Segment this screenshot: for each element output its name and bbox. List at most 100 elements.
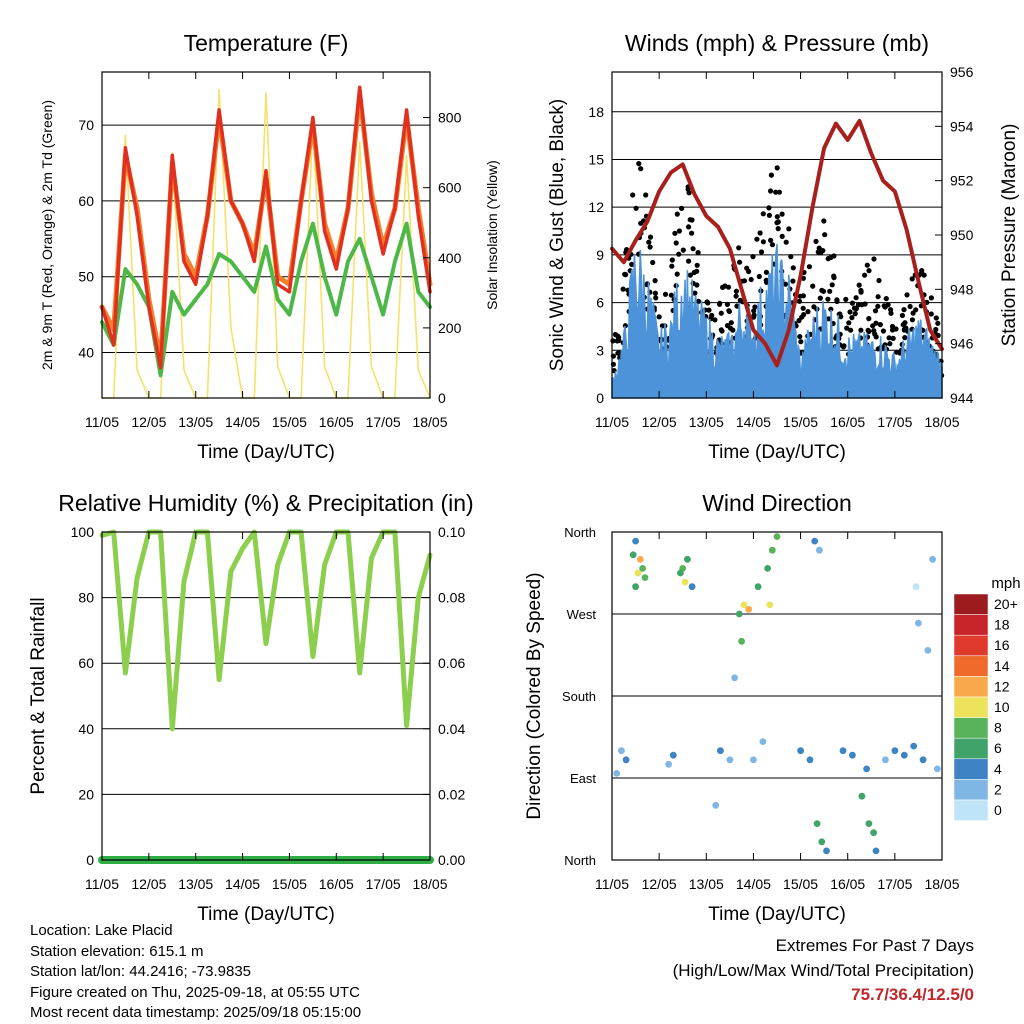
gust-point: [768, 172, 775, 178]
x-tick-label: 15/05: [272, 414, 307, 430]
y-tick-label: 60: [78, 193, 94, 209]
direction-point: [750, 756, 757, 764]
direction-point: [919, 756, 927, 764]
x-tick-label: 18/05: [412, 414, 447, 430]
x-tick-label: 15/05: [783, 876, 818, 892]
gust-point: [933, 315, 939, 321]
gust-point: [712, 317, 718, 323]
gust-point: [736, 245, 742, 251]
gust-point: [783, 239, 789, 245]
direction-point: [712, 801, 720, 809]
gust-point: [724, 301, 731, 307]
gust-point: [834, 297, 840, 303]
gust-point: [768, 188, 774, 194]
legend-label: 10: [994, 699, 1010, 715]
y-right-tick-label: 944: [950, 390, 974, 406]
direction-point: [766, 601, 774, 609]
direction-point: [622, 756, 630, 764]
gust-point: [877, 322, 883, 328]
gust-point: [610, 338, 616, 344]
x-tick-label: 14/05: [225, 876, 260, 892]
created-text: Figure created on Thu, 2025-09-18, at 05…: [30, 983, 360, 1001]
temperature-chart: 40 50 60 70 0 200 400 600 800 Temperature (F) Time…: [39, 30, 500, 463]
gust-point: [768, 237, 774, 243]
legend-swatch: [953, 614, 989, 636]
gust-point: [616, 334, 622, 340]
direction-point: [900, 751, 908, 759]
extremes-box: Extremes For Past 7 Days (High/Low/Max W…: [673, 934, 974, 1008]
gust-point: [662, 291, 669, 297]
direction-point: [754, 583, 762, 591]
gust-point: [875, 303, 881, 309]
direction-point: [849, 751, 856, 759]
gust-point: [849, 315, 855, 321]
gust-point: [901, 307, 907, 313]
gust-point: [690, 246, 696, 252]
winds-pressure-chart: 0 3 6 9 12 15 18 944 946 948 950 952 954 956 Winds (mp…: [547, 30, 1020, 463]
temp-2m-line: [100, 85, 432, 370]
direction-point: [806, 756, 814, 764]
gust-point: [774, 220, 780, 226]
direction-point: [863, 765, 870, 773]
x-tick-label: 15/05: [783, 414, 818, 430]
x-tick-label: 14/05: [225, 414, 260, 430]
y-tick-label: South: [562, 689, 596, 704]
gust-point: [846, 320, 852, 326]
gust-point: [752, 304, 758, 310]
legend-label: 6: [994, 740, 1002, 756]
legend-swatch: [953, 696, 989, 718]
gust-point: [887, 341, 893, 347]
direction-point: [740, 601, 748, 609]
gust-point: [871, 256, 877, 262]
x-tick-label: 11/05: [85, 414, 119, 430]
direction-point: [839, 747, 847, 755]
gust-point: [859, 302, 865, 308]
direction-point: [632, 537, 639, 545]
gust-point: [888, 310, 894, 316]
direction-point: [688, 583, 696, 591]
gust-point: [750, 254, 756, 260]
gust-point: [669, 257, 675, 263]
y-axis-label: Percent & Total Rainfall: [28, 597, 49, 794]
direction-point: [731, 674, 738, 682]
gust-point: [852, 311, 858, 317]
gust-point: [913, 307, 919, 313]
gust-point: [760, 239, 767, 245]
direction-point: [768, 546, 776, 554]
gust-point: [672, 230, 678, 236]
gust-point: [652, 290, 659, 296]
legend-label: 16: [994, 637, 1010, 653]
x-tick-label: 11/05: [595, 876, 629, 892]
y-right-tick-label: 200: [438, 320, 462, 336]
legend-swatch: [953, 655, 989, 677]
gust-point: [680, 247, 686, 253]
gust-point: [696, 298, 702, 304]
gust-point: [815, 249, 821, 255]
direction-point: [797, 747, 804, 755]
x-tick-label: 16/05: [830, 876, 865, 892]
gust-point: [760, 211, 766, 217]
gust-point: [694, 262, 700, 268]
gust-point: [825, 296, 831, 302]
x-tick-label: 16/05: [830, 414, 865, 430]
y-tick-label: 40: [78, 345, 94, 361]
gust-point: [674, 211, 680, 217]
legend-label: 12: [994, 678, 1010, 694]
gust-point: [692, 290, 698, 296]
station-info: Location: Lake Placid Station elevation:…: [30, 921, 361, 1024]
chart-title: Wind Direction: [702, 490, 852, 516]
gust-point: [669, 263, 675, 269]
y-tick-label: 50: [78, 269, 94, 285]
direction-point: [915, 619, 922, 627]
gust-point: [921, 272, 927, 278]
gust-point: [686, 258, 692, 264]
x-axis-label: Time (Day/UTC): [708, 442, 846, 463]
direction-point: [933, 765, 941, 773]
gust-point: [821, 218, 827, 224]
y-axis-label: 2m & 9m T (Red, Orange) & 2m Td (Green): [39, 100, 55, 370]
gust-point: [717, 301, 723, 307]
x-tick-label: 13/05: [178, 414, 213, 430]
y-right-tick-label: 0: [438, 390, 446, 406]
gust-point: [647, 234, 654, 240]
gust-point: [902, 335, 908, 341]
